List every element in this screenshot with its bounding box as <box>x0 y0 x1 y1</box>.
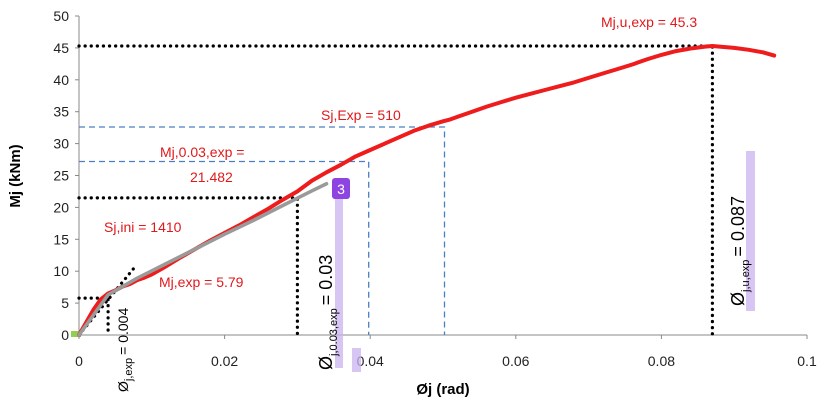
marker-badge-box <box>332 178 350 199</box>
y-axis-title: Mj (kNm) <box>7 144 24 207</box>
phi-003-label: Øj,0.03,exp= 0.03 <box>316 255 340 370</box>
reference-line <box>77 267 136 337</box>
x-tick-label: 0 <box>75 353 83 369</box>
marker-badge-label: 3 <box>337 181 345 197</box>
mj-u-exp-annotation: Mj,u,exp = 45.3 <box>601 14 697 30</box>
reference-line <box>79 126 446 335</box>
x-tick-label: 0.08 <box>648 353 675 369</box>
y-tick-label: 15 <box>53 231 69 247</box>
y-tick-label: 0 <box>61 327 69 343</box>
highlight-bar <box>352 348 361 372</box>
sj-ini-annotation: Sj,ini = 1410 <box>104 219 182 235</box>
reference-line <box>77 296 110 337</box>
mj-003-annotation-line1: Mj,0.03,exp = <box>160 144 244 160</box>
y-tick-label: 5 <box>61 295 69 311</box>
mj-exp-annotation: Mj,exp = 5.79 <box>159 274 244 290</box>
highlight-bar <box>335 196 343 368</box>
y-tick-label: 35 <box>53 104 69 120</box>
origin-marker <box>71 331 81 337</box>
mj-003-annotation-line2: 21.482 <box>190 169 233 185</box>
marker-badge: 3 <box>332 178 350 199</box>
y-tick-label: 20 <box>53 199 69 215</box>
initial-stiffness-curve <box>77 182 329 337</box>
y-tick-label: 30 <box>53 136 69 152</box>
phi-u-label: Øj,u,exp= 0.087 <box>728 196 752 306</box>
phi-j-exp-label: Øj,exp= 0.004 <box>115 308 135 392</box>
sj-exp-annotation: Sj,Exp = 510 <box>321 107 401 123</box>
y-tick-label: 45 <box>53 40 69 56</box>
y-tick-label: 40 <box>53 72 69 88</box>
x-tick-label: 0.04 <box>357 353 384 369</box>
x-tick-label: 0.02 <box>211 353 238 369</box>
x-tick-label: 0.1 <box>797 353 817 369</box>
x-axis-title: Øj (rad) <box>416 381 469 398</box>
y-tick-label: 25 <box>53 168 69 184</box>
reference-line <box>79 160 370 335</box>
y-tick-label: 10 <box>53 263 69 279</box>
y-tick-label: 50 <box>53 8 69 24</box>
reference-line <box>77 44 715 337</box>
x-tick-label: 0.06 <box>502 353 529 369</box>
experimental-curve <box>77 44 777 337</box>
highlight-bar <box>746 151 755 311</box>
